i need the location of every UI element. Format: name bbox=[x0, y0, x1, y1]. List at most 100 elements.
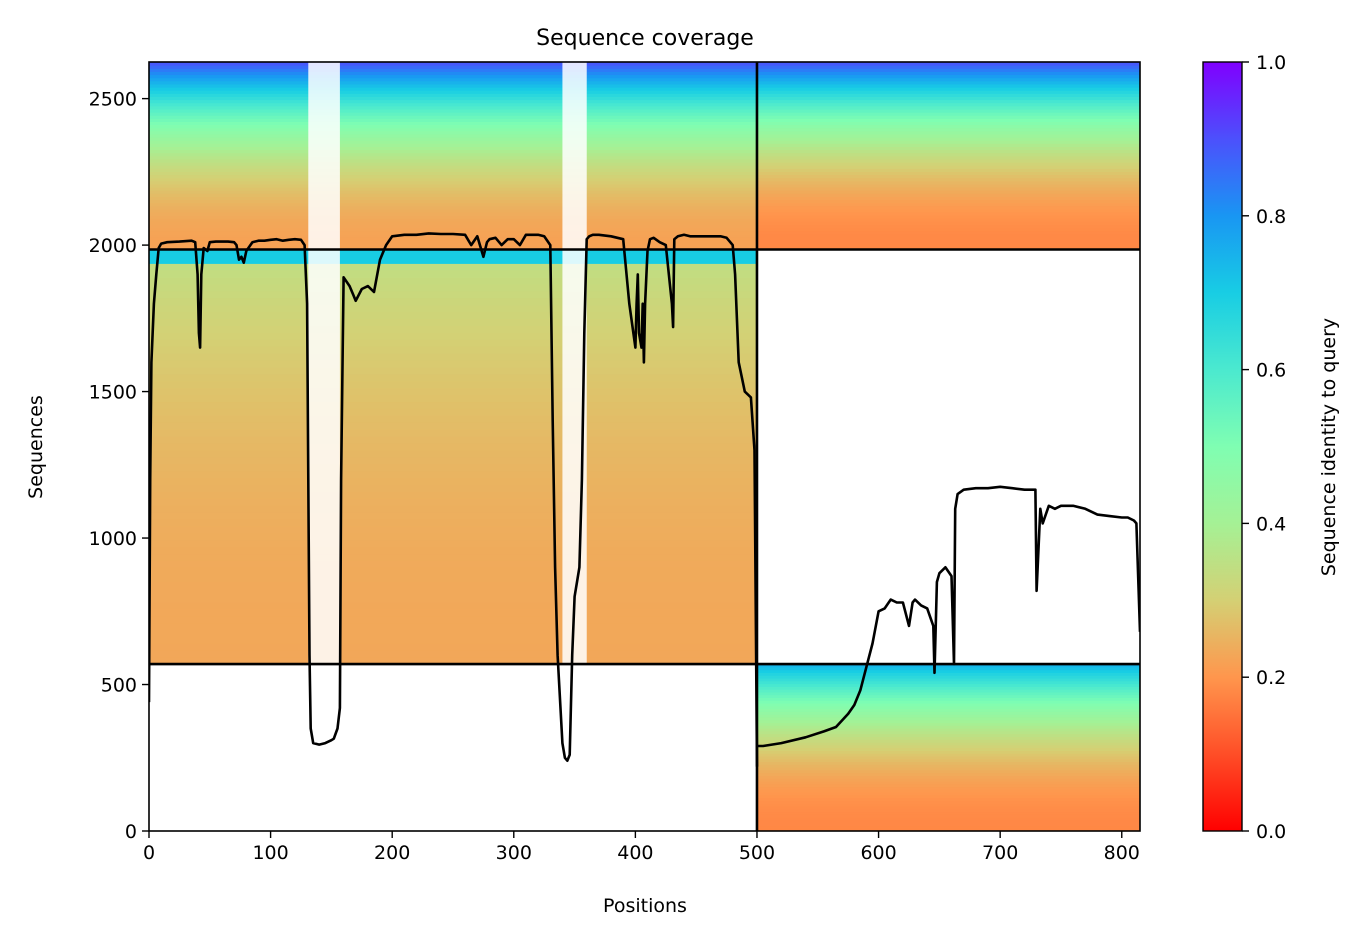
heat-band bbox=[756, 739, 1140, 743]
heat-band bbox=[756, 111, 1140, 116]
heat-band bbox=[149, 546, 757, 555]
heat-band bbox=[149, 96, 757, 101]
coverage-heatmap bbox=[149, 62, 1140, 831]
heat-band bbox=[149, 115, 757, 119]
heat-band bbox=[149, 463, 757, 472]
heat-band bbox=[756, 747, 1140, 751]
heat-band bbox=[149, 318, 757, 327]
heat-band bbox=[756, 202, 1140, 207]
heat-band bbox=[149, 249, 757, 257]
heat-band bbox=[756, 672, 1140, 676]
heat-band bbox=[756, 177, 1140, 182]
heat-band bbox=[149, 143, 757, 147]
heat-band bbox=[756, 828, 1140, 831]
colorbar-tick-label: 0.4 bbox=[1256, 513, 1286, 535]
heat-band bbox=[756, 694, 1140, 699]
x-tick-label: 0 bbox=[143, 842, 155, 864]
heat-band bbox=[149, 484, 757, 492]
heat-band bbox=[149, 155, 757, 160]
heat-band bbox=[756, 786, 1140, 790]
heat-band bbox=[756, 691, 1140, 696]
heat-band bbox=[149, 205, 757, 210]
heat-band bbox=[149, 394, 757, 403]
heat-band bbox=[756, 165, 1140, 169]
heat-band bbox=[756, 766, 1140, 771]
heat-band bbox=[756, 755, 1140, 760]
heat-band bbox=[149, 152, 757, 157]
coverage-lines bbox=[149, 232, 1140, 767]
heat-band bbox=[149, 83, 757, 88]
heat-band bbox=[149, 643, 757, 651]
y-tick-label: 1000 bbox=[89, 528, 137, 550]
heat-band bbox=[149, 202, 757, 207]
heat-band bbox=[756, 186, 1140, 191]
heat-band bbox=[756, 730, 1140, 735]
heat-band bbox=[149, 174, 757, 179]
heat-band bbox=[149, 311, 757, 320]
heat-band bbox=[756, 683, 1140, 687]
coverage-block bbox=[149, 249, 757, 665]
heat-band bbox=[756, 775, 1140, 779]
heat-band bbox=[149, 346, 757, 354]
heat-band bbox=[149, 90, 757, 94]
heat-band bbox=[756, 149, 1140, 154]
heat-band bbox=[756, 105, 1140, 110]
heat-band bbox=[756, 808, 1140, 813]
heat-band bbox=[149, 498, 757, 506]
heat-band bbox=[756, 196, 1140, 201]
heat-band bbox=[149, 636, 757, 644]
heat-band bbox=[756, 168, 1140, 172]
y-axis-label: Sequences bbox=[25, 395, 47, 499]
heat-band bbox=[756, 221, 1140, 226]
heat-band bbox=[756, 218, 1140, 222]
heat-band bbox=[756, 227, 1140, 232]
heat-band bbox=[149, 183, 757, 188]
heat-band bbox=[756, 240, 1140, 244]
heat-band bbox=[149, 339, 757, 347]
heat-band bbox=[149, 505, 757, 513]
heat-band bbox=[756, 716, 1140, 721]
heat-band bbox=[756, 736, 1140, 740]
heat-band bbox=[756, 230, 1140, 235]
heat-band bbox=[149, 215, 757, 219]
heat-band bbox=[756, 199, 1140, 204]
y-axis: 0 500 1000 1500 2000 2500 bbox=[89, 89, 149, 843]
heat-band bbox=[149, 373, 757, 382]
heat-band bbox=[149, 477, 757, 485]
plot-frame bbox=[148, 61, 1141, 832]
heat-band bbox=[149, 121, 757, 126]
heat-band bbox=[756, 161, 1140, 166]
heat-band bbox=[149, 102, 757, 107]
heat-band bbox=[756, 772, 1140, 776]
heat-band bbox=[149, 560, 757, 568]
heat-band bbox=[756, 143, 1140, 147]
heat-band bbox=[149, 284, 757, 292]
heat-band bbox=[149, 68, 757, 72]
coverage-gap bbox=[308, 62, 340, 250]
heat-band bbox=[149, 442, 757, 451]
heat-band bbox=[149, 650, 757, 658]
heat-band bbox=[149, 436, 757, 444]
heat-band bbox=[149, 449, 757, 458]
heat-band bbox=[149, 518, 757, 527]
heat-band bbox=[149, 325, 757, 333]
heat-band bbox=[149, 567, 757, 575]
heat-band bbox=[149, 629, 757, 637]
x-tick-label: 800 bbox=[1104, 842, 1140, 864]
heat-band bbox=[149, 240, 757, 244]
heat-band bbox=[756, 686, 1140, 690]
heat-band bbox=[149, 190, 757, 194]
heat-band bbox=[149, 256, 757, 264]
heat-band bbox=[756, 702, 1140, 707]
heat-band bbox=[756, 725, 1140, 729]
heat-band bbox=[756, 817, 1140, 821]
heat-band bbox=[756, 211, 1140, 216]
heat-band bbox=[149, 218, 757, 222]
heat-band bbox=[149, 227, 757, 232]
heat-band bbox=[756, 814, 1140, 818]
heat-band bbox=[756, 183, 1140, 188]
heat-band bbox=[756, 705, 1140, 710]
heat-band bbox=[756, 102, 1140, 107]
heat-band bbox=[756, 761, 1140, 765]
heat-band bbox=[756, 750, 1140, 754]
